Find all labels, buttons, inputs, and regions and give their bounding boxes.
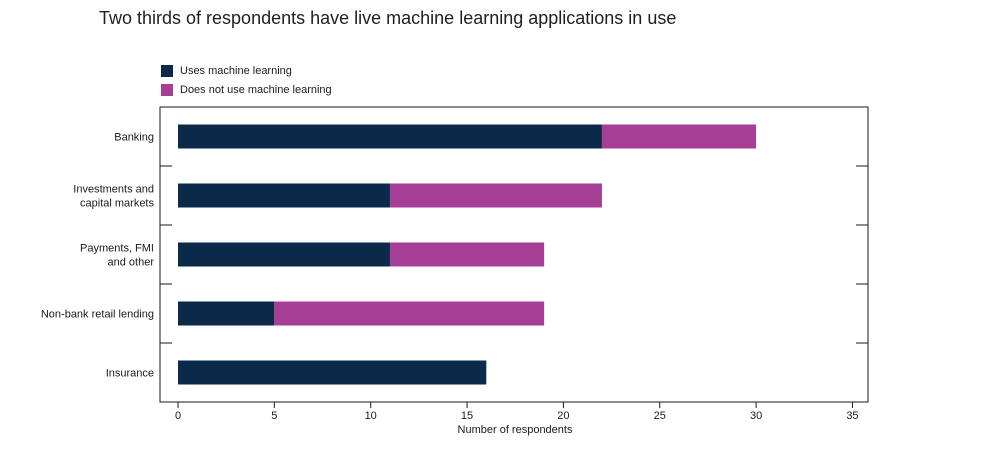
bar-not-ml [389,183,602,208]
x-tick-label: 15 [461,410,473,422]
category-label: Payments, FMI [80,243,154,255]
category-label: and other [108,257,155,269]
chart-title: Two thirds of respondents have live mach… [99,8,677,28]
bar-not-ml [601,124,757,149]
x-tick-label: 35 [846,410,858,422]
legend-swatch-uses-ml [161,64,173,77]
x-axis-title: Number of respondents [458,424,573,436]
category-label: Insurance [106,368,154,380]
bar-uses-ml [178,124,602,149]
category-label: Banking [114,132,154,144]
category-label: capital markets [80,198,154,210]
bar-not-ml [389,242,545,267]
x-tick-label: 20 [557,410,569,422]
legend-label-not-ml: Does not use machine learning [180,83,332,96]
legend: Uses machine learning Does not use machi… [161,61,332,99]
category-label: Investments and [73,184,154,196]
x-tick-label: 30 [750,410,762,422]
x-tick-label: 0 [175,410,181,422]
legend-label-uses-ml: Uses machine learning [180,64,292,77]
x-tick-label: 5 [271,410,277,422]
plot-frame [159,106,869,403]
x-tick-label: 25 [654,410,666,422]
bar-uses-ml [178,183,390,208]
x-tick-label: 10 [365,410,377,422]
bar-uses-ml [178,242,390,267]
legend-item-uses-ml: Uses machine learning [161,61,332,80]
bar-uses-ml [178,360,487,385]
bar-uses-ml [178,301,275,326]
bar-not-ml [274,301,545,326]
category-label: Non-bank retail lending [41,309,154,321]
legend-item-not-ml: Does not use machine learning [161,80,332,99]
legend-swatch-not-ml [161,83,173,96]
